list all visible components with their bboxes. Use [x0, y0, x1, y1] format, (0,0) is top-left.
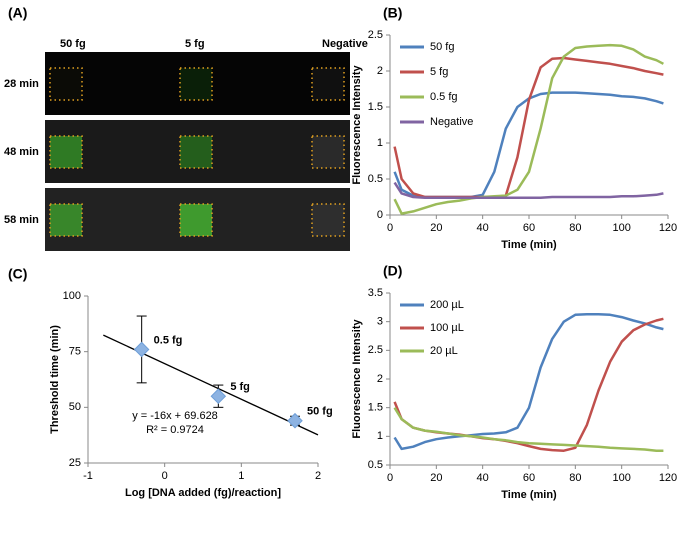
y-tick-label: 1	[377, 430, 383, 442]
legend-label: 50 fg	[430, 41, 454, 53]
legend-label: 200 µL	[430, 299, 464, 311]
x-tick-label: 1	[238, 470, 244, 482]
well	[179, 135, 213, 169]
y-tick-label: 0.5	[368, 173, 383, 185]
y-tick-label: 25	[69, 457, 81, 469]
point-label: 50 fg	[307, 406, 333, 418]
panel-label: (C)	[8, 266, 27, 282]
legend-label: 0.5 fg	[430, 91, 458, 103]
row-label: 58 min	[4, 214, 39, 226]
series-line	[393, 181, 664, 199]
y-axis-title: Threshold time (min)	[49, 325, 61, 434]
panel-label: (D)	[383, 263, 402, 279]
well	[179, 67, 213, 101]
x-tick-label: 0	[387, 222, 393, 234]
point-label: 5 fg	[230, 381, 250, 393]
series-line	[393, 91, 664, 199]
well	[179, 203, 213, 237]
image-panel	[45, 52, 350, 251]
y-tick-label: 100	[63, 290, 81, 302]
legend-label: 5 fg	[430, 66, 448, 78]
legend-label: 100 µL	[430, 322, 464, 334]
x-tick-label: 40	[477, 472, 489, 484]
legend-label: Negative	[430, 116, 473, 128]
y-tick-label: 0	[377, 209, 383, 221]
row-label: 28 min	[4, 78, 39, 90]
well	[311, 67, 345, 101]
x-tick-label: 120	[659, 472, 677, 484]
x-tick-label: 20	[430, 472, 442, 484]
panel-label: (A)	[8, 5, 27, 21]
x-tick-label: 0	[162, 470, 168, 482]
y-tick-label: 2	[377, 65, 383, 77]
y-tick-label: 1.5	[368, 402, 383, 414]
well	[49, 67, 83, 101]
well	[49, 135, 83, 169]
x-tick-label: 60	[523, 222, 535, 234]
y-tick-label: 3	[377, 316, 383, 328]
x-tick-label: 80	[569, 222, 581, 234]
column-label: 50 fg	[60, 38, 86, 50]
legend-label: 20 µL	[430, 345, 458, 357]
well	[49, 203, 83, 237]
x-axis-title: Time (min)	[501, 239, 557, 251]
x-tick-label: 20	[430, 222, 442, 234]
annotation: y = -16x + 69.628	[132, 410, 218, 422]
point-label: 0.5 fg	[154, 334, 183, 346]
wells	[49, 67, 345, 237]
column-label: Negative	[322, 38, 368, 50]
x-tick-label: 120	[659, 222, 677, 234]
y-tick-label: 3.5	[368, 287, 383, 299]
x-tick-label: 40	[477, 222, 489, 234]
y-tick-label: 2.5	[368, 344, 383, 356]
column-label: 5 fg	[185, 38, 205, 50]
x-tick-label: 100	[612, 222, 630, 234]
x-tick-label: -1	[83, 470, 93, 482]
y-tick-label: 1.5	[368, 101, 383, 113]
point	[133, 341, 150, 358]
x-tick-label: 2	[315, 470, 321, 482]
x-axis-title: Time (min)	[501, 489, 557, 501]
series-line	[393, 312, 664, 451]
x-tick-label: 60	[523, 472, 535, 484]
x-tick-label: 0	[387, 472, 393, 484]
x-tick-label: 80	[569, 472, 581, 484]
y-tick-label: 2.5	[368, 29, 383, 41]
row-label: 48 min	[4, 146, 39, 158]
point	[210, 388, 227, 404]
well	[311, 135, 345, 169]
panel-label: (B)	[383, 5, 402, 21]
x-axis-title: Log [DNA added (fg)/reaction]	[125, 487, 281, 499]
y-tick-label: 50	[69, 401, 81, 413]
y-axis-title: Fluorescence Intensity	[351, 319, 363, 439]
x-tick-label: 100	[612, 472, 630, 484]
well	[311, 203, 345, 237]
y-axis-title: Fluorescence Intensity	[351, 65, 363, 185]
y-tick-label: 75	[69, 346, 81, 358]
series-line	[393, 407, 664, 452]
annotation: R² = 0.9724	[146, 424, 204, 436]
point	[287, 412, 303, 429]
series-line	[393, 43, 664, 215]
y-tick-label: 0.5	[368, 459, 383, 471]
y-tick-label: 1	[377, 137, 383, 149]
y-tick-label: 2	[377, 373, 383, 385]
